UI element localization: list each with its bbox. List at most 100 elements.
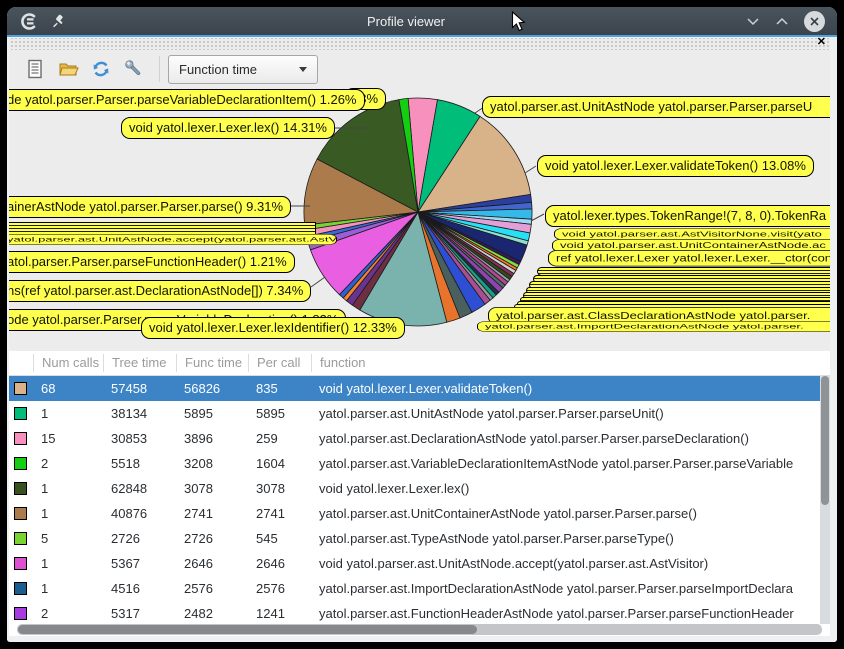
table-row[interactable]: 15 30853 3896 259 yatol.parser.ast.Declarati… bbox=[9, 426, 820, 451]
color-swatch-cell bbox=[9, 507, 33, 520]
pie-callout-label: yatol.parser.ast.UnitAstNode yatol.parse… bbox=[482, 96, 830, 118]
cell-num: 68 bbox=[41, 381, 56, 396]
color-swatch-cell bbox=[9, 432, 33, 445]
color-swatch-cell bbox=[9, 407, 33, 420]
cell-function: void yatol.parser.ast.UnitAstNode.accept… bbox=[319, 556, 709, 571]
open-folder-icon bbox=[58, 63, 79, 76]
cell-tree: 62848 bbox=[111, 481, 148, 496]
cell-tree: 5317 bbox=[111, 606, 140, 621]
color-swatch-cell bbox=[9, 607, 33, 620]
pie-callout-label: ainerAstNode yatol.parser.Parser.parse()… bbox=[9, 196, 292, 218]
table-row[interactable]: 1 40876 2741 2741 yatol.parser.ast.UnitConta… bbox=[9, 501, 820, 526]
maximize-button[interactable] bbox=[775, 17, 789, 26]
chart-area: 03% de yatol.parser.Parser.parseVariableD… bbox=[9, 88, 830, 351]
panel-close-button[interactable]: ✕ bbox=[816, 36, 826, 48]
cell-num: 1 bbox=[41, 581, 49, 596]
color-swatch-cell bbox=[9, 557, 33, 570]
cell-per: 545 bbox=[256, 531, 278, 546]
cell-per: 2741 bbox=[256, 506, 285, 521]
function-color-swatch bbox=[14, 482, 27, 495]
table-body: 68 57458 56826 835 void yatol.lexer.Lexer.va… bbox=[9, 376, 820, 623]
toolbar-dock-strip[interactable]: ✕ bbox=[9, 36, 830, 50]
cell-num: 2 bbox=[41, 456, 49, 471]
cell-per: 835 bbox=[256, 381, 278, 396]
table-row[interactable]: 2 5317 2482 1241 yatol.parser.ast.FunctionHe… bbox=[9, 601, 820, 623]
pie-callout-label: atol.parser.Parser.parseFunctionHeader()… bbox=[9, 251, 295, 273]
column-header-color[interactable] bbox=[9, 354, 33, 372]
pie-callout-label: ns(ref yatol.parser.ast.DeclarationAstNo… bbox=[9, 280, 312, 302]
cell-per: 3078 bbox=[256, 481, 285, 496]
table-row[interactable]: 5 2726 2726 545 yatol.parser.ast.TypeAstNode… bbox=[9, 526, 820, 551]
pin-icon[interactable] bbox=[51, 14, 66, 29]
cell-per: 259 bbox=[256, 431, 278, 446]
horizontal-scrollbar-thumb[interactable] bbox=[18, 625, 477, 634]
toolbar-separator bbox=[159, 56, 160, 82]
function-color-swatch bbox=[14, 432, 27, 445]
cell-function: yatol.parser.ast.DeclarationAstNode yato… bbox=[319, 431, 749, 446]
cell-num: 1 bbox=[41, 481, 49, 496]
callout-connector-line bbox=[530, 213, 545, 222]
cell-per: 2576 bbox=[256, 581, 285, 596]
options-button[interactable] bbox=[122, 57, 146, 81]
vertical-scrollbar[interactable] bbox=[820, 376, 830, 624]
pie-callout-label: yatol.lexer.types.TokenRange!(7, 8, 0).T… bbox=[545, 205, 830, 227]
color-swatch-cell bbox=[9, 382, 33, 395]
table-row[interactable]: 1 38134 5895 5895 yatol.parser.ast.UnitAstNo… bbox=[9, 401, 820, 426]
function-color-swatch bbox=[14, 382, 27, 395]
view-mode-label: Function time bbox=[179, 61, 258, 77]
cell-func: 3208 bbox=[184, 456, 213, 471]
cell-num: 5 bbox=[41, 531, 49, 546]
cell-func: 2741 bbox=[184, 506, 213, 521]
table-row[interactable]: 1 5367 2646 2646 void yatol.parser.ast.UnitA… bbox=[9, 551, 820, 576]
cell-function: yatol.parser.ast.TypeAstNode yatol.parse… bbox=[319, 531, 674, 546]
cell-function: yatol.parser.ast.ImportDeclarationAstNod… bbox=[319, 581, 793, 596]
cell-function: yatol.parser.ast.UnitContainerAstNode ya… bbox=[319, 506, 697, 521]
cell-func: 2576 bbox=[184, 581, 213, 596]
table-row[interactable]: 68 57458 56826 835 void yatol.lexer.Lexer.va… bbox=[9, 376, 820, 401]
report-button[interactable] bbox=[23, 57, 47, 81]
window-title: Profile viewer bbox=[366, 13, 446, 29]
column-header-function[interactable]: function bbox=[311, 354, 820, 372]
cell-func: 2646 bbox=[184, 556, 213, 571]
color-swatch-cell bbox=[9, 457, 33, 470]
close-button[interactable] bbox=[804, 10, 825, 32]
cell-num: 15 bbox=[41, 431, 56, 446]
pie-callout-label: void yatol.lexer.Lexer.lex() 14.31% bbox=[121, 117, 335, 139]
cell-num: 1 bbox=[41, 556, 49, 571]
refresh-icon bbox=[93, 61, 109, 77]
pie-callout-label: yatol.parser.ast.ImportDeclarationAstNod… bbox=[477, 321, 830, 332]
horizontal-scrollbar[interactable] bbox=[17, 624, 822, 635]
cell-func: 2482 bbox=[184, 606, 213, 621]
callout-connector-line bbox=[524, 165, 537, 174]
cell-func: 56826 bbox=[184, 381, 221, 396]
table-row[interactable]: 1 4516 2576 2576 yatol.parser.ast.ImportDecl… bbox=[9, 576, 820, 601]
toolbar: Function time bbox=[9, 50, 830, 88]
minimize-button[interactable] bbox=[746, 17, 760, 26]
pie-slice[interactable] bbox=[398, 97, 419, 213]
column-header-Num calls[interactable]: Num calls bbox=[33, 354, 103, 372]
pie-callout-label: void yatol.lexer.Lexer.lexIdentifier() 1… bbox=[141, 317, 405, 339]
column-header-Per call[interactable]: Per call bbox=[248, 354, 311, 372]
document-icon bbox=[28, 59, 42, 79]
cell-tree: 57458 bbox=[111, 381, 148, 396]
column-header-Func time[interactable]: Func time bbox=[176, 354, 248, 372]
titlebar[interactable]: Profile viewer bbox=[7, 7, 837, 35]
column-header-Tree time[interactable]: Tree time bbox=[103, 354, 176, 372]
table-row[interactable]: 2 5518 3208 1604 yatol.parser.ast.VariableDe… bbox=[9, 451, 820, 476]
wrench-icon bbox=[125, 60, 141, 76]
cell-per: 2646 bbox=[256, 556, 285, 571]
pie-slice[interactable] bbox=[417, 115, 532, 213]
pie-callout-label: de yatol.parser.Parser.parseVariableDecl… bbox=[9, 89, 365, 111]
cell-tree: 5367 bbox=[111, 556, 140, 571]
open-file-button[interactable] bbox=[56, 57, 80, 81]
table-header[interactable]: Num calls Tree time Func time Per call funct… bbox=[9, 351, 830, 376]
vertical-scrollbar-thumb[interactable] bbox=[821, 376, 829, 505]
view-mode-dropdown[interactable]: Function time bbox=[168, 54, 318, 84]
table-row[interactable]: 1 62848 3078 3078 void yatol.lexer.Lexer.lex… bbox=[9, 476, 820, 501]
results-table: Num calls Tree time Func time Per call funct… bbox=[9, 351, 830, 636]
refresh-button[interactable] bbox=[89, 57, 113, 81]
mouse-cursor bbox=[511, 11, 526, 32]
cell-tree: 5518 bbox=[111, 456, 140, 471]
callout-connector-line bbox=[310, 276, 326, 288]
cell-function: yatol.parser.ast.UnitAstNode yatol.parse… bbox=[319, 406, 664, 421]
